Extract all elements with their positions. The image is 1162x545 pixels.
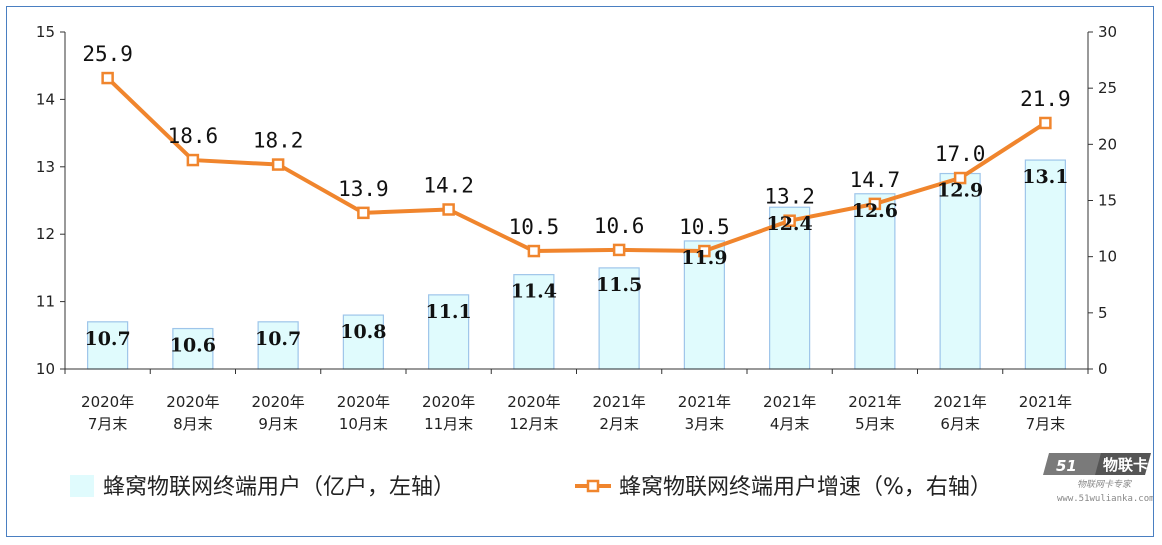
growth-line <box>106 76 1047 254</box>
line-point <box>527 244 541 258</box>
legend-bar-label: 蜂窝物联网终端用户（亿户，左轴） <box>103 475 455 500</box>
x-tick-label: 3月末 <box>685 415 725 433</box>
svg-text:物联卡: 物联卡 <box>1103 456 1148 474</box>
line-point <box>868 197 882 211</box>
x-tick-label: 2021年 <box>678 393 731 411</box>
data-labels: 25.9 18.6 18.2 13.9 14.2 10.5 10.6 10.5 13.2 14.7… <box>82 42 1070 357</box>
left-tick-label: 12 <box>36 225 55 243</box>
line-point <box>271 158 285 171</box>
line-point <box>953 171 967 185</box>
line-value-label: 10.6 <box>594 214 645 238</box>
line-point <box>186 153 200 167</box>
legend-line-marker <box>586 479 600 493</box>
line-value-label: 14.2 <box>423 173 474 197</box>
x-tick-label: 2020年 <box>507 393 560 411</box>
bar-value-label: 11.4 <box>511 281 557 303</box>
x-tick-label: 2021年 <box>1019 393 1072 411</box>
bar-value-label: 10.8 <box>340 321 386 343</box>
right-tick-label: 5 <box>1098 304 1108 322</box>
line-value-label: 18.2 <box>253 129 304 153</box>
bar-value-label: 12.9 <box>937 180 983 202</box>
x-tick-label: 2021年 <box>763 393 816 411</box>
watermark-url: www.51wulianka.com <box>1057 494 1153 504</box>
right-tick-label: 10 <box>1098 248 1117 266</box>
line-point <box>698 244 711 258</box>
right-tick-label: 25 <box>1098 79 1117 97</box>
x-tick-label: 2020年 <box>337 393 390 411</box>
x-tick-label: 4月末 <box>770 415 810 433</box>
line-value-label: 17.0 <box>935 142 986 166</box>
chart: 10 11 12 13 14 15 0 5 10 15 20 25 30 2020年 7月末 2020年 8月末… <box>36 23 1155 504</box>
left-tick-label: 14 <box>36 90 55 108</box>
x-tick-label: 5月末 <box>855 415 895 433</box>
bar <box>513 274 555 370</box>
bar-value-label: 12.6 <box>852 200 898 222</box>
line-value-label: 13.9 <box>338 177 389 201</box>
x-tick-label: 2020年 <box>166 393 219 411</box>
right-tick-label: 30 <box>1098 23 1117 41</box>
line-series <box>101 71 1052 258</box>
x-tick-label: 2021年 <box>848 393 901 411</box>
x-tick-label: 7月末 <box>1026 415 1066 433</box>
line-point <box>612 243 626 257</box>
watermark-logo-icon: 51 物联卡 <box>1043 453 1151 475</box>
x-tick-label: 8月末 <box>173 415 213 433</box>
line-point <box>101 71 114 85</box>
x-tick-label: 2020年 <box>81 393 134 411</box>
x-tick-label: 7月末 <box>88 415 128 433</box>
line-value-label: 10.5 <box>679 215 730 239</box>
line-value-label: 18.6 <box>168 124 219 148</box>
svg-text:51: 51 <box>1056 457 1077 475</box>
bar <box>172 327 214 370</box>
left-tick-label: 10 <box>36 360 55 378</box>
left-tick-label: 15 <box>36 23 55 41</box>
watermark-tagline: 物联网卡专家 <box>1077 479 1132 490</box>
line-point <box>442 203 455 216</box>
bar <box>939 172 981 370</box>
line-point <box>783 214 796 227</box>
x-tick-label: 2021年 <box>593 393 646 411</box>
watermark: 51 物联卡 物联网卡专家 www.51wulianka.com <box>1043 453 1155 504</box>
bar-value-label: 10.7 <box>84 328 130 350</box>
bar <box>87 321 129 370</box>
x-tick-label: 10月末 <box>339 415 388 433</box>
x-tick-label: 2月末 <box>599 415 639 433</box>
bar <box>1024 159 1066 370</box>
x-tick-label: 2020年 <box>252 393 305 411</box>
right-tick-label: 0 <box>1098 360 1108 378</box>
right-tick-label: 20 <box>1098 135 1117 153</box>
legend-line-label: 蜂窝物联网终端用户增速（%，右轴） <box>619 475 992 500</box>
bar-value-label: 13.1 <box>1022 166 1068 188</box>
bar-series <box>87 159 1066 370</box>
legend: 蜂窝物联网终端用户（亿户，左轴） 蜂窝物联网终端用户增速（%，右轴） <box>70 475 992 500</box>
bar-value-label: 11.9 <box>681 247 727 269</box>
x-tick-label: 2020年 <box>422 393 475 411</box>
x-tick-label: 6月末 <box>940 415 980 433</box>
x-tick-label: 2021年 <box>934 393 987 411</box>
line-value-label: 10.5 <box>509 215 560 239</box>
left-tick-label: 13 <box>36 158 55 176</box>
right-tick-label: 15 <box>1098 192 1117 210</box>
bar-value-label: 10.6 <box>170 335 216 357</box>
legend-bar-swatch <box>70 475 94 497</box>
line-point <box>1039 116 1052 130</box>
bar-value-label: 10.7 <box>255 328 301 350</box>
bar-value-label: 12.4 <box>766 213 812 235</box>
line-value-label: 21.9 <box>1020 87 1071 111</box>
bar-value-label: 11.1 <box>425 301 471 323</box>
bar <box>342 314 384 370</box>
bar <box>854 193 896 370</box>
x-tick-label: 9月末 <box>258 415 298 433</box>
line-point <box>357 206 370 220</box>
line-value-label: 14.7 <box>850 168 901 192</box>
line-value-label: 25.9 <box>82 42 133 66</box>
axes: 10 11 12 13 14 15 0 5 10 15 20 25 30 2020年 7月末 2020年 8月末… <box>36 23 1117 433</box>
x-tick-label: 11月末 <box>424 415 473 433</box>
bar-value-label: 11.5 <box>596 274 642 296</box>
x-tick-label: 12月末 <box>509 415 558 433</box>
bar <box>683 240 725 370</box>
left-tick-label: 11 <box>36 293 55 311</box>
line-value-label: 13.2 <box>764 185 815 209</box>
chart-frame: 10 11 12 13 14 15 0 5 10 15 20 25 30 2020年 7月末 2020年 8月末… <box>6 6 1155 537</box>
